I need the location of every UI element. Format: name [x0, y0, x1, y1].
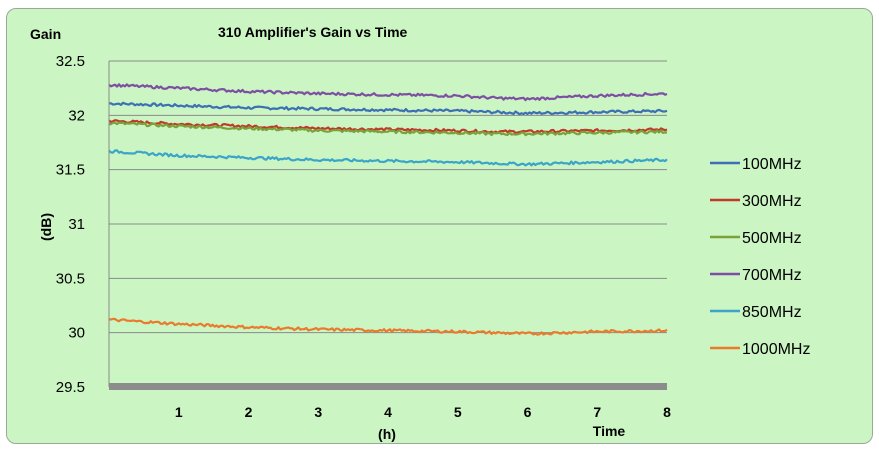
x-tick-label: 8 — [663, 404, 671, 420]
y-axis-unit: (dB) — [38, 213, 54, 241]
x-axis-label: Time — [593, 423, 626, 439]
x-tick-label: 1 — [175, 404, 183, 420]
chart-panel: 29.5 30 30.5 31 31.5 32 32.5 1 2 3 4 5 6 7 8 100MHz 30… — [6, 8, 873, 444]
legend-label: 300MHz — [742, 193, 802, 210]
legend: 100MHz 300MHz 500MHz 700MHz 850MHz 1000MHz — [710, 156, 810, 358]
x-tick-label: 6 — [524, 404, 532, 420]
x-axis-baseline — [109, 383, 667, 390]
chart-title: 310 Amplifier's Gain vs Time — [218, 24, 408, 40]
y-tick-label: 31 — [68, 216, 85, 233]
series-line-850mhz — [108, 149, 668, 167]
x-tick-label: 7 — [593, 404, 601, 420]
series-line-500mhz — [109, 121, 668, 137]
legend-label: 100MHz — [742, 156, 802, 173]
x-axis-unit: (h) — [378, 426, 396, 442]
y-tick-labels: 29.5 30 30.5 31 31.5 32 32.5 — [56, 53, 85, 396]
grid-lines — [109, 60, 667, 334]
x-tick-label: 4 — [384, 404, 392, 420]
y-tick-label: 32.5 — [56, 53, 85, 70]
y-tick-label: 30.5 — [56, 270, 85, 287]
x-tick-labels: 1 2 3 4 5 6 7 8 — [175, 404, 671, 420]
y-tick-label: 29.5 — [56, 379, 85, 396]
y-tick-label: 31.5 — [56, 162, 85, 179]
x-tick-label: 2 — [245, 404, 253, 420]
y-axis-label: Gain — [30, 26, 61, 42]
legend-label: 500MHz — [742, 230, 802, 247]
legend-label: 1000MHz — [742, 341, 810, 358]
series-line-700mhz — [108, 83, 668, 102]
legend-label: 850MHz — [742, 304, 802, 321]
legend-label: 700MHz — [742, 267, 802, 284]
series-line-300mhz — [108, 119, 668, 135]
series-line-100mhz — [108, 101, 668, 116]
line-chart: 29.5 30 30.5 31 31.5 32 32.5 1 2 3 4 5 6 7 8 100MHz 30… — [30, 24, 810, 442]
x-tick-label: 3 — [314, 404, 322, 420]
series-line-1000mhz — [108, 317, 668, 336]
x-tick-label: 5 — [454, 404, 462, 420]
series-lines — [108, 83, 668, 336]
y-tick-label: 32 — [68, 107, 85, 124]
y-tick-label: 30 — [68, 325, 85, 342]
